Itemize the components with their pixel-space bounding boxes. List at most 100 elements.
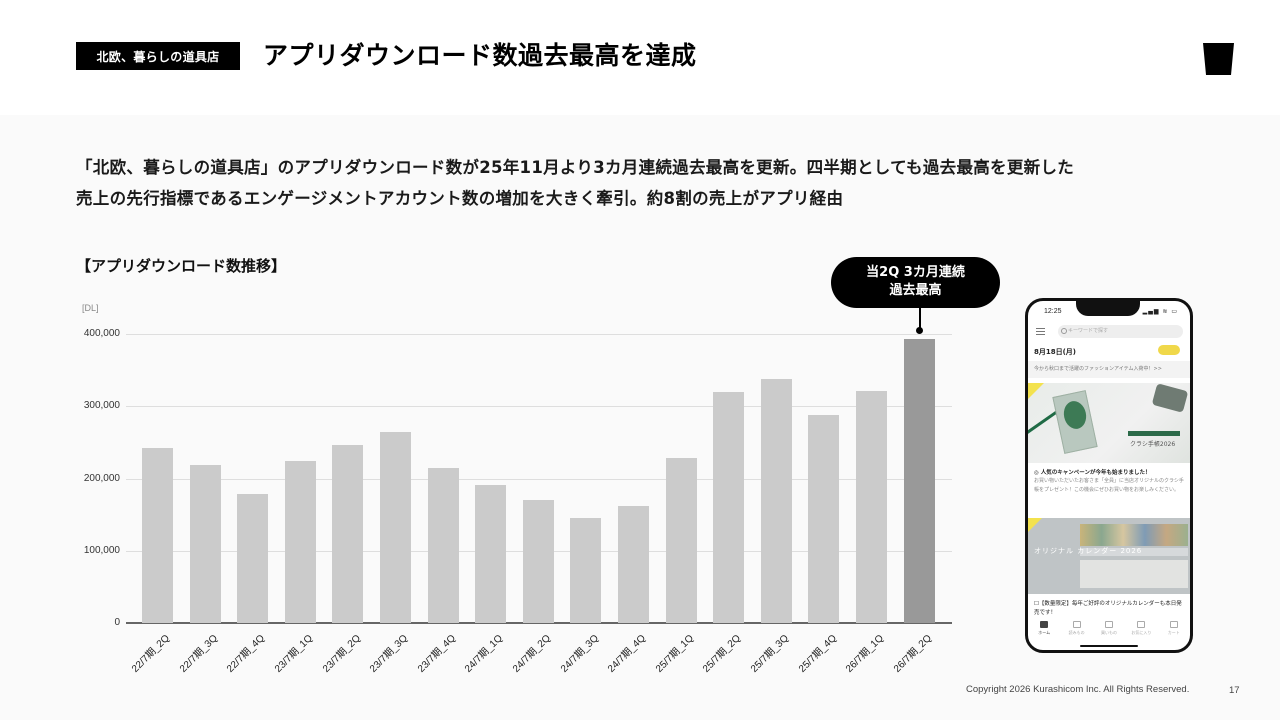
tab-shop: 買いもの	[1097, 619, 1121, 643]
calendar-cards-graphic	[1080, 524, 1188, 546]
x-tick-label: 23/7期_4Q	[415, 632, 458, 675]
post1-title: ◎ 人気のキャンペーンが今年も始まりました！	[1034, 470, 1151, 476]
tin-graphic	[1151, 383, 1189, 413]
annotation-line-1: 当2Q 3カ月連続	[866, 265, 965, 280]
y-tick-label: 100,000	[83, 544, 120, 556]
x-tick-label: 23/7期_2Q	[320, 632, 363, 675]
status-time: 12:25	[1044, 308, 1062, 315]
bar-24/7期_1Q	[475, 485, 507, 623]
status-icons: ▂▄▆ ≋ ▭	[1142, 308, 1178, 315]
copyright: Copyright 2026 Kurashicom Inc. All Right…	[966, 684, 1190, 695]
cart-icon	[1169, 621, 1178, 628]
corner-ribbon	[1028, 518, 1042, 532]
lead-text: 「北欧、暮らしの道具店」のアプリダウンロード数が25年11月より3カ月連続過去最…	[76, 152, 1074, 214]
x-tick-label: 24/7期_3Q	[558, 632, 601, 675]
book-icon	[1072, 621, 1081, 628]
page-title: アプリダウンロード数過去最高を達成	[263, 41, 697, 70]
menu-icon	[1036, 328, 1045, 335]
bar-23/7期_3Q	[380, 432, 411, 623]
x-tick-label: 22/7期_2Q	[130, 632, 173, 675]
y-tick-label: 400,000	[83, 328, 120, 339]
calendar-strip	[1080, 548, 1188, 556]
x-tick-label: 25/7期_4Q	[796, 632, 839, 675]
chart-title: 【アプリダウンロード数推移】	[76, 257, 287, 275]
banner1-text: クラシ手帳2026	[1130, 441, 1176, 448]
bar-25/7期_1Q	[665, 458, 697, 623]
x-tick-label: 25/7期_3Q	[748, 632, 791, 675]
annotation-line-2: 過去最高	[889, 283, 942, 298]
brand-badge: 北欧、暮らしの道具店	[76, 42, 240, 70]
tab-label: お気に入り	[1131, 630, 1152, 635]
cup-logo-icon	[1203, 43, 1234, 75]
search-icon	[1061, 328, 1067, 334]
calendar-sketch-graphic	[1080, 560, 1188, 588]
annotation-dot	[916, 327, 923, 334]
bar-25/7期_2Q	[713, 391, 745, 623]
tab-label: 買いもの	[1100, 630, 1117, 635]
bar-22/7期_4Q	[237, 493, 269, 623]
bar-23/7期_1Q	[284, 461, 316, 623]
tab-cart: カート	[1162, 619, 1186, 643]
home-icon	[1040, 621, 1049, 628]
tab-read: 読みもの	[1065, 619, 1089, 643]
tab-label: カート	[1167, 630, 1180, 635]
corner-ribbon	[1028, 383, 1044, 399]
tab-home: ホーム	[1032, 619, 1056, 643]
y-axis-unit: [DL]	[82, 303, 99, 313]
search-input: キーワードで探す	[1058, 325, 1183, 338]
bar-23/7期_2Q	[332, 445, 364, 623]
y-tick-label: 300,000	[83, 400, 120, 412]
lead-line-1: 「北欧、暮らしの道具店」のアプリダウンロード数が25年11月より3カ月連続過去最…	[76, 158, 1075, 177]
y-tick-label: 0	[114, 617, 120, 628]
banner-tag	[1128, 431, 1180, 436]
bar-22/7期_3Q	[189, 464, 221, 623]
post2-title: ☐【数量限定】毎年ご好評のオリジナルカレンダーも本日発売です！	[1034, 601, 1182, 616]
x-tick-label: 24/7期_1Q	[463, 632, 506, 675]
x-tick-label: 24/7期_4Q	[606, 632, 649, 675]
bar-23/7期_4Q	[427, 467, 459, 623]
bar-26/7期_2Q	[903, 339, 935, 623]
bar-22/7期_2Q	[142, 448, 173, 623]
x-tick-label: 25/7期_1Q	[653, 632, 696, 675]
app-tab-bar: ホーム 読みもの 買いもの お気に入り カート	[1028, 619, 1190, 643]
gridline	[126, 478, 952, 480]
slide-header: 北欧、暮らしの道具店 アプリダウンロード数過去最高を達成	[0, 0, 1280, 115]
tab-label: 読みもの	[1068, 630, 1085, 635]
app-date: 8月18日(月)	[1034, 348, 1077, 356]
x-tick-label: 23/7期_1Q	[272, 632, 315, 675]
y-tick-label: 200,000	[83, 472, 120, 484]
home-indicator	[1080, 645, 1138, 647]
x-tick-label: 23/7期_3Q	[368, 632, 411, 675]
annotation-connector	[919, 308, 921, 330]
bar-25/7期_4Q	[808, 414, 840, 623]
x-tick-label: 26/7期_1Q	[844, 632, 887, 675]
bar-chart: [DL] 0 100,000 200,000 300,000 400,000 22/7期_…	[82, 303, 952, 675]
bar-25/7期_3Q	[760, 378, 792, 623]
post1-body: お買い物いただいたお客さま「全員」に当店オリジナルのクラシ手帳をプレゼント！この…	[1034, 478, 1184, 493]
x-tick-label: 24/7期_2Q	[510, 632, 553, 675]
annotation-callout: 当2Q 3カ月連続 過去最高	[831, 257, 1000, 308]
phone-mockup: 12:25 ▂▄▆ ≋ ▭ キーワードで探す 8月18日(月) 今から秋口まで活…	[1025, 298, 1193, 653]
gridline	[126, 334, 952, 335]
campaign-banner: クラシ手帳2026	[1028, 383, 1190, 463]
x-tick-label: 22/7期_3Q	[177, 632, 220, 675]
bar-24/7期_2Q	[522, 500, 554, 623]
bar-24/7期_3Q	[570, 518, 602, 623]
date-decoration-icon	[1158, 345, 1180, 355]
tab-label: ホーム	[1038, 630, 1051, 635]
bar-26/7期_1Q	[856, 391, 887, 623]
bar-24/7期_4Q	[618, 505, 649, 623]
x-axis-line	[126, 622, 952, 624]
banner2-text: オリジナル カレンダー 2026	[1034, 547, 1143, 555]
tab-favorites: お気に入り	[1129, 619, 1153, 643]
notice-bar: 今から秋口まで活躍のファッションアイテム入荷中！>>	[1028, 361, 1190, 378]
lead-line-2: 売上の先行指標であるエンゲージメントアカウント数の増加を大きく牽引。約8割の売上…	[76, 189, 844, 208]
x-tick-label: 25/7期_2Q	[701, 632, 744, 675]
x-tick-label: 22/7期_4Q	[225, 632, 268, 675]
phone-notch	[1076, 301, 1140, 316]
gridline	[126, 406, 952, 408]
page-number: 17	[1229, 685, 1240, 696]
calendar-banner: オリジナル カレンダー 2026	[1028, 518, 1190, 594]
shop-icon	[1104, 621, 1113, 628]
x-tick-label: 26/7期_2Q	[891, 632, 934, 675]
